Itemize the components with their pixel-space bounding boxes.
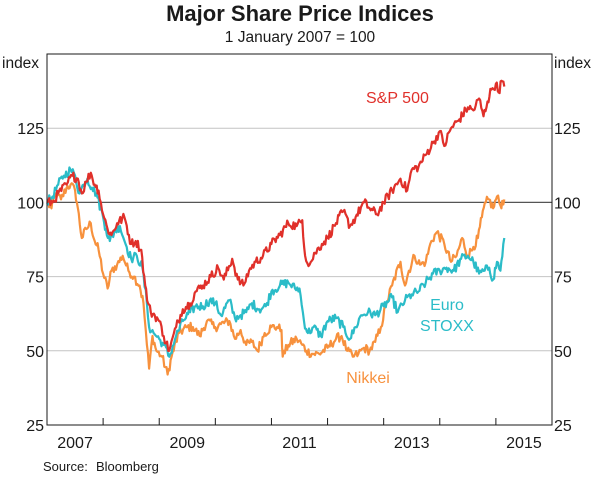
- series-line-s-p-500: [46, 79, 506, 352]
- series-line-euro-stoxx: [46, 166, 506, 358]
- axis-labels: 25 25 50 50 75 75 100 100 125 125 2007 2009 2011 2013…: [17, 121, 581, 452]
- y-tick-label-left: 75: [26, 270, 44, 287]
- series-label-sp500: S&P 500: [366, 90, 429, 107]
- y-tick-label-right: 25: [554, 418, 572, 435]
- series-line-nikkei: [46, 182, 506, 376]
- x-tick-label: 2011: [282, 435, 317, 452]
- x-tick-label: 2015: [506, 435, 542, 452]
- y-tick-label-left: 25: [26, 418, 44, 435]
- chart-title: Major Share Price Indices: [166, 1, 434, 26]
- plot-frame: [46, 53, 553, 426]
- y-tick-label-left: 100: [17, 195, 44, 212]
- y-unit-label-left: index: [2, 55, 39, 72]
- y-tick-label-left: 50: [26, 344, 44, 361]
- series-label-euro-stoxx-line1: Euro: [430, 297, 464, 314]
- y-tick-label-right: 125: [554, 121, 581, 138]
- x-tick-label: 2013: [394, 435, 430, 452]
- series-label-euro-stoxx-line2: STOXX: [420, 318, 474, 335]
- x-tick-label: 2009: [169, 435, 205, 452]
- x-tick-label: 2007: [57, 435, 93, 452]
- y-tick-label-left: 125: [17, 121, 44, 138]
- source-label: Source:: [43, 459, 88, 474]
- y-unit-label-right: index: [554, 55, 591, 72]
- y-tick-label-right: 75: [554, 270, 572, 287]
- chart-subtitle: 1 January 2007 = 100: [224, 29, 376, 46]
- series-lines: [46, 79, 506, 376]
- y-tick-label-right: 100: [554, 195, 581, 212]
- source-note: Source: Bloomberg: [43, 459, 159, 474]
- series-label-nikkei: Nikkei: [346, 370, 390, 387]
- source-value: Bloomberg: [96, 459, 159, 474]
- x-ticks: [102, 418, 497, 425]
- y-tick-label-right: 50: [554, 344, 572, 361]
